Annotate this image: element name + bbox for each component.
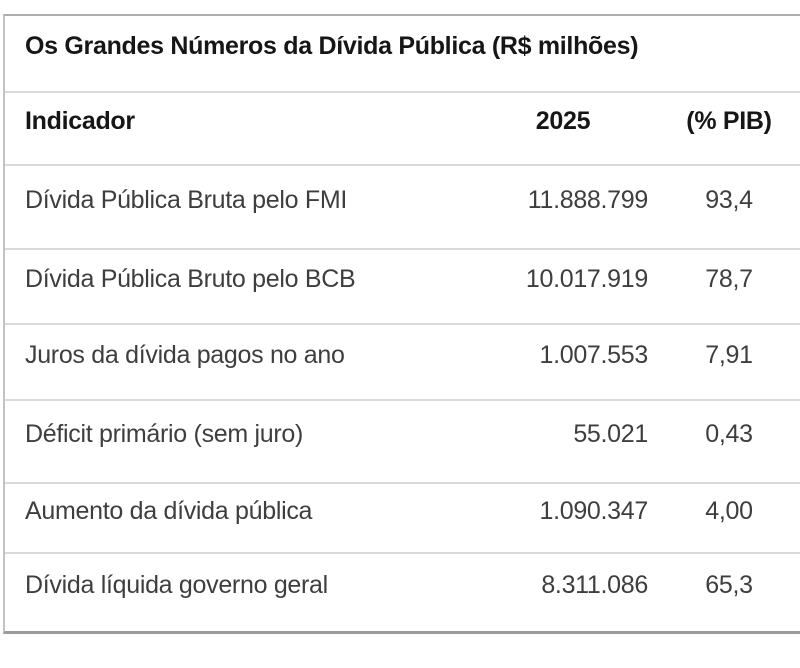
row-label: Dívida Pública Bruto pelo BCB: [25, 265, 356, 293]
row-value-2025: 1.007.553: [539, 340, 648, 369]
row-value-pct-pib: 0,43: [705, 420, 753, 448]
row-value-pct-pib: 7,91: [705, 340, 753, 369]
table-row: Juros da dívida pagos no ano 1.007.553 7…: [5, 325, 800, 401]
row-value-2025: 8.311.086: [541, 571, 648, 599]
column-header-indicator: Indicador: [25, 107, 135, 135]
table-row: Dívida Pública Bruto pelo BCB 10.017.919…: [5, 250, 800, 325]
row-label: Aumento da dívida pública: [25, 496, 313, 525]
row-value-pct-pib: 78,7: [705, 265, 753, 293]
row-label: Déficit primário (sem juro): [25, 420, 304, 448]
row-value-2025: 11.888.799: [527, 185, 649, 214]
table-header-row: Indicador 2025 (% PIB): [5, 93, 800, 166]
table-title-row: Os Grandes Números da Dívida Pública (R$…: [5, 16, 800, 93]
table-title: Os Grandes Números da Dívida Pública (R$…: [25, 32, 639, 60]
row-label: Dívida líquida governo geral: [25, 571, 328, 599]
column-header-year-2025: 2025: [535, 107, 591, 135]
row-label: Dívida Pública Bruta pelo FMI: [25, 185, 348, 214]
table-row: Aumento da dívida pública 1.090.347 4,00: [5, 484, 800, 554]
column-header-pct-pib: (% PIB): [686, 107, 772, 135]
row-value-pct-pib: 4,00: [705, 496, 753, 525]
row-value-pct-pib: 65,3: [705, 571, 753, 599]
row-value-pct-pib: 93,4: [705, 185, 753, 214]
table-row: Déficit primário (sem juro) 55.021 0,43: [5, 401, 800, 484]
table-row: Dívida Pública Bruta pelo FMI 11.888.799…: [5, 166, 800, 250]
row-value-2025: 10.017.919: [525, 265, 648, 293]
table-row: Dívida líquida governo geral 8.311.086 6…: [5, 554, 800, 631]
row-value-2025: 55.021: [573, 420, 648, 448]
row-value-2025: 1.090.347: [539, 496, 648, 525]
public-debt-table: Os Grandes Números da Dívida Pública (R$…: [3, 14, 800, 634]
row-label: Juros da dívida pagos no ano: [25, 340, 345, 369]
